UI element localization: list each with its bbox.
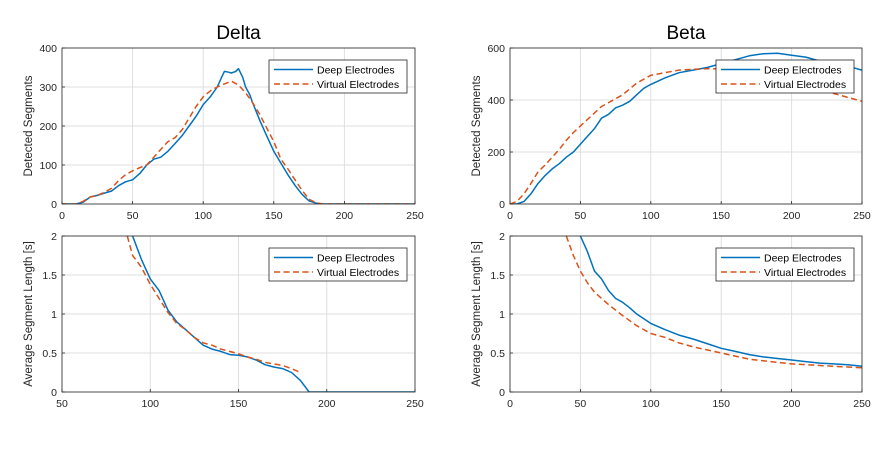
beta-count-xtick-label: 100 <box>642 210 660 222</box>
beta-length-xtick-label: 250 <box>853 398 871 410</box>
delta-length-legend-label: Deep Electrodes <box>317 253 395 265</box>
delta-count-ytick-label: 0 <box>51 199 57 211</box>
beta-length-legend: Deep Electrodes Virtual Electrodes <box>715 247 855 282</box>
beta-length-ytick-label: 0 <box>499 387 505 399</box>
beta-length-series-deep <box>579 236 862 368</box>
beta-length-xtick-label: 200 <box>783 398 801 410</box>
beta-count-ytick-label: 400 <box>487 95 505 107</box>
beta-count-ylabel: Detected Segments <box>471 75 483 176</box>
beta-count-legend-box <box>715 59 855 94</box>
beta-count-ytick-label: 0 <box>499 199 505 211</box>
beta-length-panel: 0 50 100 150 200 250 0 0.5 1 1.5 2 Average Segment … <box>471 231 871 410</box>
delta-count-legend-label: Deep Electrodes <box>317 65 395 77</box>
delta-length-xtick-label: 200 <box>318 398 336 410</box>
delta-count-xtick-label: 100 <box>194 210 212 222</box>
beta-length-xtick-label: 50 <box>575 398 587 410</box>
beta-length-ytick-label: 1.5 <box>490 270 505 282</box>
delta-count-panel: 0 50 100 150 200 250 0 100 200 300 400 Detected Seg… <box>23 23 424 222</box>
delta-length-legend-box <box>268 247 408 282</box>
beta-length-xtick-label: 150 <box>712 398 730 410</box>
beta-length-xtick-label: 100 <box>642 398 660 410</box>
beta-count-ytick-label: 200 <box>487 147 505 159</box>
delta-count-legend: Deep Electrodes Virtual Electrodes <box>268 59 408 94</box>
delta-length-xtick-label: 50 <box>56 398 68 410</box>
delta-count-title: Delta <box>216 23 261 44</box>
beta-count-xtick-label: 200 <box>783 210 801 222</box>
delta-count-xtick-label: 150 <box>265 210 283 222</box>
beta-count-legend-label: Deep Electrodes <box>764 65 842 77</box>
beta-length-xtick-label: 0 <box>507 398 513 410</box>
beta-count-legend-label: Virtual Electrodes <box>764 79 846 91</box>
delta-length-legend: Deep Electrodes Virtual Electrodes <box>268 247 408 282</box>
beta-count-xtick-label: 250 <box>853 210 871 222</box>
delta-count-ytick-label: 200 <box>39 121 57 133</box>
delta-length-series-virtual <box>126 236 301 374</box>
delta-count-legend-label: Virtual Electrodes <box>317 79 399 91</box>
beta-count-xtick-label: 150 <box>712 210 730 222</box>
delta-count-xtick-label: 250 <box>406 210 424 222</box>
beta-length-ytick-label: 0.5 <box>490 348 505 360</box>
beta-count-ytick-label: 600 <box>487 43 505 55</box>
delta-length-ytick-label: 1 <box>51 309 57 321</box>
delta-length-ylabel: Average Segment Length [s] <box>23 241 35 387</box>
delta-count-ytick-label: 400 <box>39 43 57 55</box>
delta-length-xtick-label: 250 <box>406 398 424 410</box>
delta-count-series-virtual <box>62 80 415 204</box>
beta-count-xtick-label: 50 <box>575 210 587 222</box>
delta-count-xtick-label: 200 <box>336 210 354 222</box>
beta-length-legend-label: Virtual Electrodes <box>764 267 846 279</box>
beta-count-title: Beta <box>666 23 706 44</box>
delta-length-panel: 50 100 150 200 250 0 0.5 1 1.5 2 Average Segment L… <box>23 231 424 410</box>
delta-length-ytick-label: 1.5 <box>42 270 57 282</box>
delta-count-ylabel: Detected Segments <box>23 75 35 176</box>
delta-count-xtick-label: 50 <box>127 210 139 222</box>
delta-length-ytick-label: 0.5 <box>42 348 57 360</box>
delta-length-ytick-label: 0 <box>51 387 57 399</box>
delta-length-series-deep <box>131 236 415 392</box>
beta-count-legend: Deep Electrodes Virtual Electrodes <box>715 59 855 94</box>
beta-count-xtick-label: 0 <box>507 210 513 222</box>
beta-count-series-virtual <box>510 68 862 204</box>
delta-length-legend-label: Virtual Electrodes <box>317 267 399 279</box>
beta-count-panel: 0 50 100 150 200 250 0 200 400 600 Detected Segmen… <box>471 23 871 222</box>
beta-length-legend-label: Deep Electrodes <box>764 253 842 265</box>
delta-length-xtick-label: 100 <box>141 398 159 410</box>
delta-length-ytick-label: 2 <box>51 231 57 243</box>
beta-length-ytick-label: 2 <box>499 231 505 243</box>
beta-length-ytick-label: 1 <box>499 309 505 321</box>
delta-count-ytick-label: 300 <box>39 82 57 94</box>
delta-count-ytick-label: 100 <box>39 160 57 172</box>
beta-count-axes-box <box>509 47 863 205</box>
delta-length-xtick-label: 150 <box>230 398 248 410</box>
beta-count-series-deep <box>510 52 862 204</box>
beta-length-legend-box <box>715 247 855 282</box>
delta-count-legend-box <box>268 59 408 94</box>
delta-count-xtick-label: 0 <box>59 210 65 222</box>
beta-length-ylabel: Average Segment Length [s] <box>471 241 483 387</box>
